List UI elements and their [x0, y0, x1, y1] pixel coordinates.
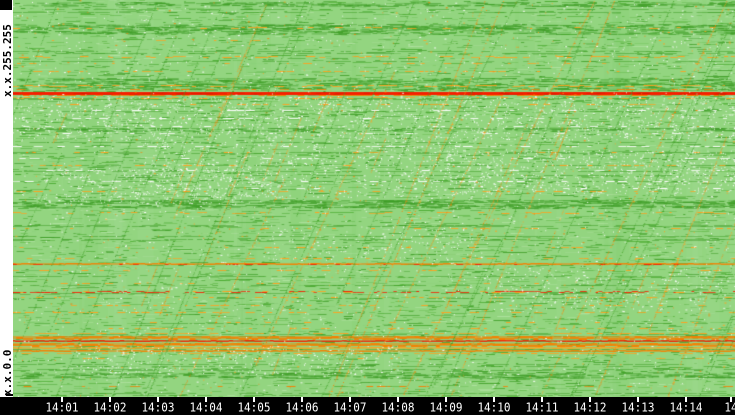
- x-axis-tick: [157, 397, 159, 402]
- x-axis-tick-label: 14:11: [525, 400, 559, 415]
- x-axis-tick: [541, 397, 543, 402]
- x-axis-tick-label: 14:08: [381, 400, 415, 415]
- y-axis-tick: [6, 394, 13, 396]
- x-axis-tick-label: 14:04: [189, 400, 223, 415]
- x-axis-bar: 14:01 14:02 14:03 14:04 14:05 14:06 14:07 14:08…: [0, 397, 735, 415]
- x-axis-tick: [730, 397, 732, 402]
- x-axis-tick: [301, 397, 303, 402]
- x-axis-tick: [109, 397, 111, 402]
- x-axis-tick: [397, 397, 399, 402]
- x-axis-tick: [205, 397, 207, 402]
- x-axis-tick-label: 14:06: [285, 400, 319, 415]
- y-axis: x.x.255.255 x.x.0.0: [0, 0, 14, 397]
- x-axis-tick: [493, 397, 495, 402]
- x-axis-tick-label: 14:03: [141, 400, 175, 415]
- x-axis-tick: [637, 397, 639, 402]
- x-axis-tick-label: 14:02: [93, 400, 127, 415]
- x-axis-tick-label: 14:10: [477, 400, 511, 415]
- x-axis-tick-label: 14:13: [621, 400, 655, 415]
- x-axis-tick: [253, 397, 255, 402]
- x-axis-tick-label: 14:09: [429, 400, 463, 415]
- x-axis-tick-label: 14:05: [237, 400, 271, 415]
- x-axis-tick-label: 14:14: [669, 400, 703, 415]
- x-axis-tick: [589, 397, 591, 402]
- x-axis-tick: [685, 397, 687, 402]
- x-axis-tick-label: 14:12: [573, 400, 607, 415]
- x-axis-tick: [61, 397, 63, 402]
- traffic-plot-canvas[interactable]: [13, 0, 735, 397]
- x-axis-tick: [445, 397, 447, 402]
- axis-corner-box: [0, 0, 12, 10]
- x-axis-tick-label: 14:01: [45, 400, 79, 415]
- x-axis-tick-label: 14:07: [333, 400, 367, 415]
- x-axis-tick: [349, 397, 351, 402]
- x-axis-tick-label: 14: [724, 400, 735, 415]
